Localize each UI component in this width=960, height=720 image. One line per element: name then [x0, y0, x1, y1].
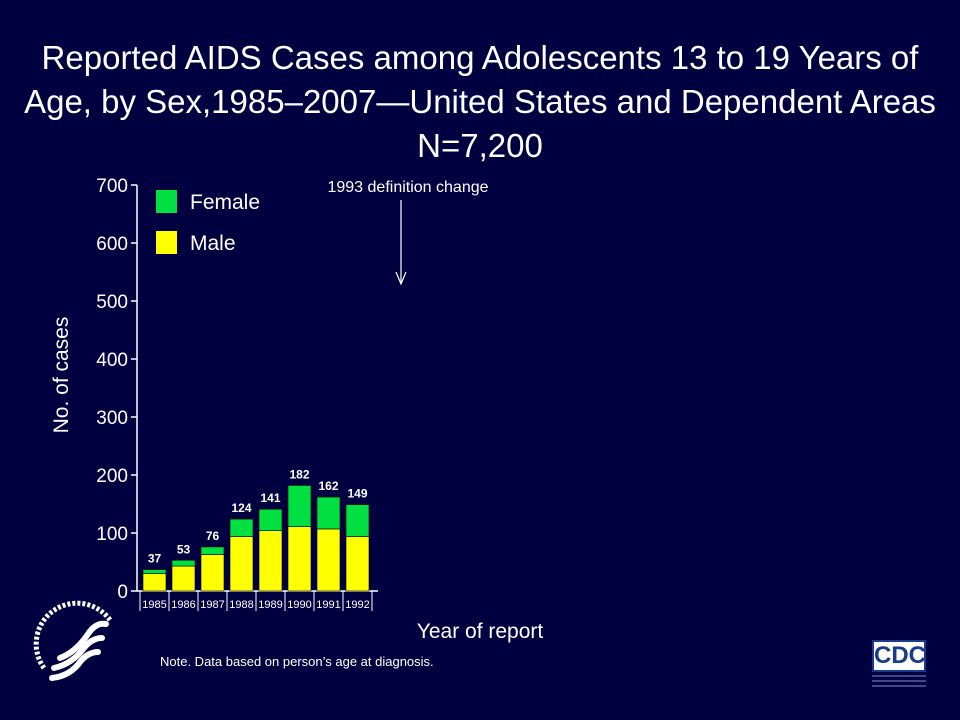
title-line-1: Reported AIDS Cases among Adolescents 13…: [41, 39, 919, 76]
bar-male-1989: [258, 530, 283, 592]
title-line-3: N=7,200: [417, 127, 543, 164]
data-label-total: 37: [148, 552, 162, 566]
bar-male-1992: [345, 536, 370, 592]
bar-female-1991: [316, 496, 341, 530]
annotation-arrow-head: [395, 271, 407, 286]
annotation-definition-change: 1993 definition change: [327, 179, 488, 196]
bar-female-1992: [345, 504, 370, 537]
chart-title: Reported AIDS Cases among Adolescents 13…: [20, 36, 940, 168]
legend-swatch-male: [156, 231, 177, 254]
legend-swatch-female: [156, 190, 177, 213]
data-label-total: 76: [206, 529, 220, 543]
y-tick-label: 400: [96, 350, 128, 371]
y-axis-label: No. of cases: [50, 317, 73, 434]
x-tick-label: 1986: [171, 599, 195, 611]
x-tick-label: 1989: [258, 599, 282, 611]
data-label-total: 141: [260, 491, 280, 505]
bar-male-1991: [316, 528, 341, 592]
y-tick-label: 600: [96, 234, 128, 255]
x-axis-label: Year of report: [417, 620, 544, 643]
x-tick-label: 1990: [287, 599, 311, 611]
data-label-total: 149: [347, 487, 367, 501]
bar-female-1988: [229, 518, 254, 537]
bar-male-1988: [229, 536, 254, 592]
bar-female-1990: [287, 485, 312, 527]
legend-label-female: Female: [190, 191, 260, 214]
x-tick-label: 1988: [229, 599, 253, 611]
bar-male-1986: [171, 565, 196, 592]
bar-female-1985: [142, 569, 167, 574]
data-label-total: 53: [177, 542, 191, 556]
legend-label-male: Male: [190, 232, 236, 255]
y-tick-label: 300: [96, 408, 128, 429]
data-label-total: 162: [318, 479, 338, 493]
cdc-logo-text: CDC: [872, 640, 926, 672]
y-tick-label: 200: [96, 466, 128, 487]
hhs-eagle-seal-icon: [33, 600, 113, 681]
bar-male-1990: [287, 526, 312, 592]
bar-female-1987: [200, 546, 225, 555]
y-tick-label: 700: [96, 176, 128, 197]
y-tick-label: 0: [117, 582, 128, 603]
bar-male-1985: [142, 573, 167, 592]
bar-male-1987: [200, 554, 225, 592]
cdc-logo: CDC: [872, 640, 926, 689]
title-line-2: Age, by Sex,1985–2007—United States and …: [24, 83, 936, 120]
x-tick-label: 1992: [345, 599, 369, 611]
x-tick-label: 1991: [316, 599, 340, 611]
data-label-total: 182: [289, 467, 309, 481]
bar-female-1986: [171, 559, 196, 567]
cdc-logo-tagline-icon: [872, 675, 926, 689]
x-tick-label: 1987: [200, 599, 224, 611]
bar-female-1989: [258, 508, 283, 531]
y-tick-label: 100: [96, 524, 128, 545]
y-tick-label: 500: [96, 292, 128, 313]
data-label-total: 124: [231, 501, 251, 515]
x-tick-label: 1985: [142, 599, 166, 611]
footnote: Note. Data based on person’s age at diag…: [160, 654, 434, 669]
